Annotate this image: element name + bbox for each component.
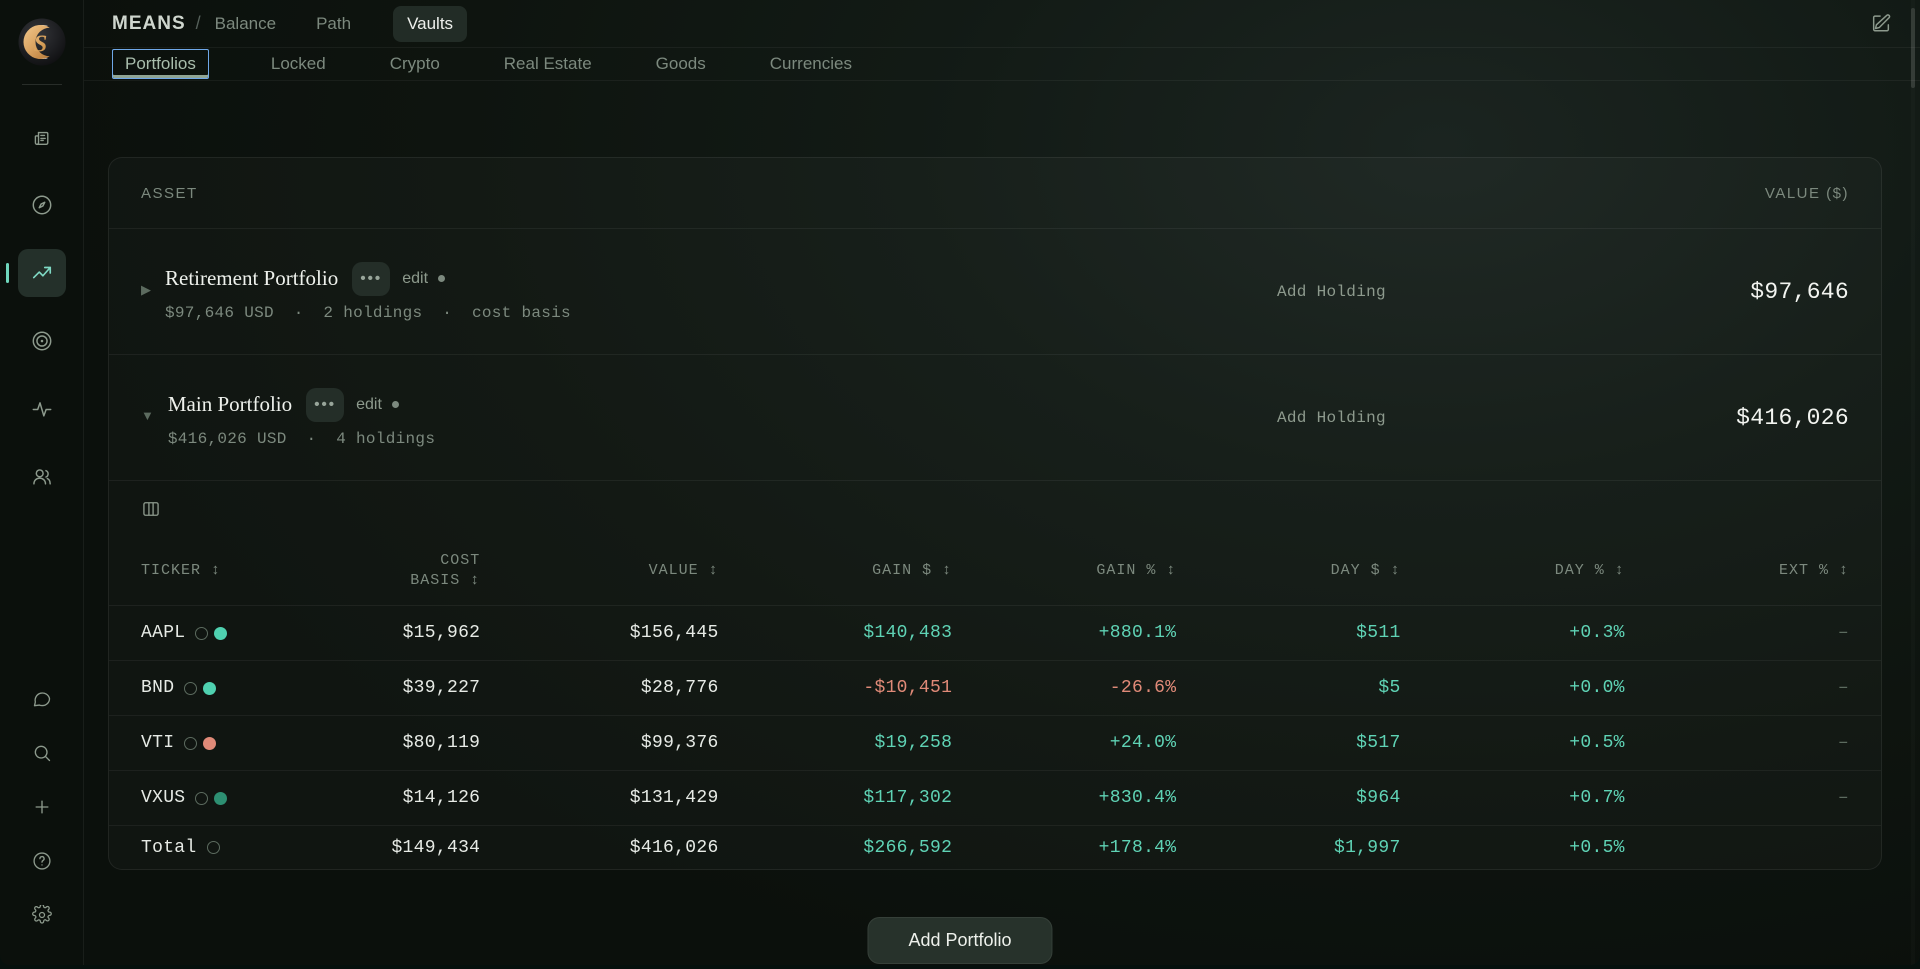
svg-text:S: S xyxy=(34,30,48,57)
